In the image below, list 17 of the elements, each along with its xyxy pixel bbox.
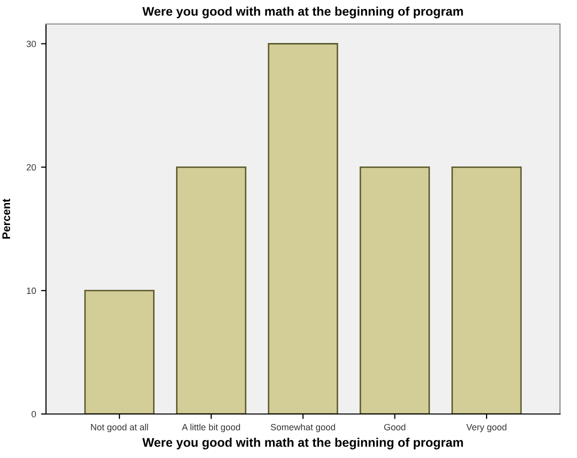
bar bbox=[360, 166, 430, 414]
x-tick-label: Good bbox=[384, 424, 406, 430]
chart-title: Were you good with math at the beginning of program bbox=[142, 6, 463, 18]
x-tick-label: Somewhat good bbox=[270, 424, 336, 432]
y-tick-label: 30 bbox=[26, 40, 36, 48]
y-tick-label: 20 bbox=[26, 164, 36, 171]
bar bbox=[84, 290, 155, 414]
x-tick-label: Not good at all bbox=[91, 424, 148, 432]
x-tick-label: Very good bbox=[466, 424, 506, 432]
y-tick-label: 10 bbox=[26, 288, 36, 294]
y-axis-title: Percent bbox=[2, 198, 10, 239]
bar bbox=[268, 43, 338, 414]
x-axis-title: Were you good with math at the beginning of program bbox=[142, 438, 463, 450]
bar bbox=[451, 166, 522, 414]
x-tick-label: A little bit good bbox=[182, 424, 240, 432]
bar bbox=[176, 166, 246, 414]
y-tick-label: 0 bbox=[32, 410, 36, 418]
